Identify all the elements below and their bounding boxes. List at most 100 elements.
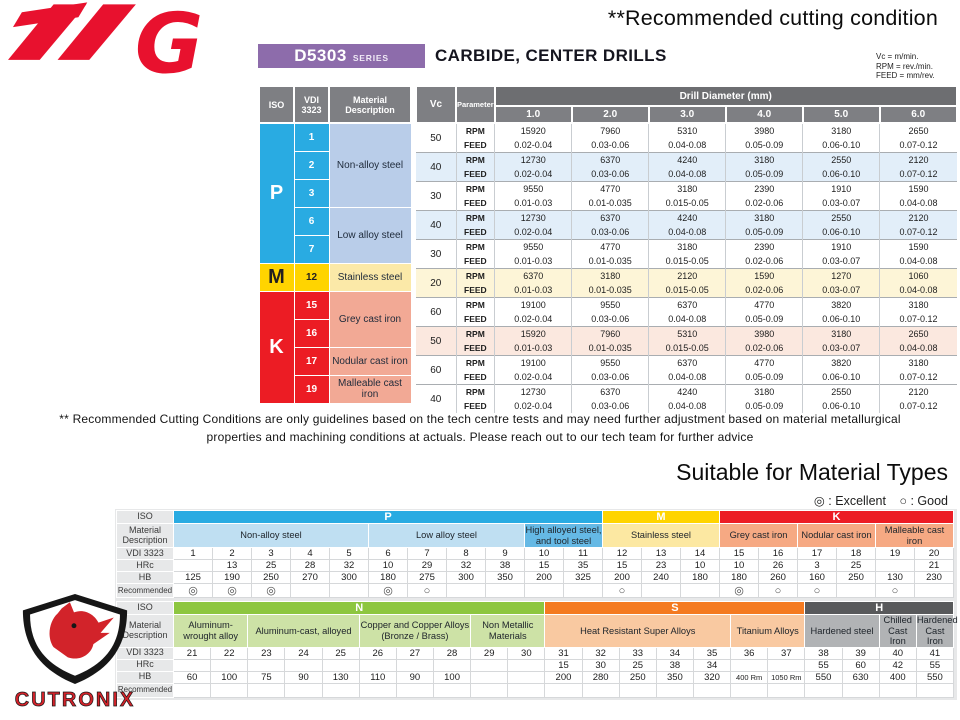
vdi-number: 23	[247, 646, 286, 660]
feed-value: 0.03-0.07	[802, 341, 880, 356]
iso-header: ISO	[258, 85, 295, 124]
vdi-number: 13	[641, 547, 681, 560]
vdi-cell: 15	[293, 290, 330, 320]
material-group: Grey cast iron	[719, 523, 798, 548]
hrc-value: 26	[758, 559, 798, 572]
hb-value: 180	[680, 571, 720, 584]
iso-group: H	[804, 601, 954, 615]
hb-value: 300	[446, 571, 486, 584]
feed-row: FEED 0.02-0.04 0.03-0.06 0.04-0.08 0.05-0.09…	[416, 312, 957, 327]
vdi-number: 15	[719, 547, 759, 560]
hrc-value	[210, 658, 249, 672]
recommended-mark	[655, 682, 694, 698]
material-group: Aluminum-wrought alloy	[172, 614, 249, 648]
vdi-number: 8	[446, 547, 486, 560]
vc-cell: 40	[416, 152, 456, 182]
yg-logo-mark: G	[8, 0, 203, 93]
recommended-mark	[329, 583, 369, 598]
feed-row: FEED 0.01-0.03 0.01-0.035 0.015-0.05 0.02-0.…	[416, 341, 957, 356]
vdi-number: 20	[914, 547, 954, 560]
series-badge: D5303 SERIES	[258, 44, 425, 68]
vdi-number: 35	[692, 646, 732, 660]
recommended-mark	[730, 682, 769, 698]
rpm-row: 60 RPM 19100 9550 6370 4770 3820 3180	[416, 297, 957, 327]
rpm-row: 50 RPM 15920 7960 5310 3980 3180 2650	[416, 122, 957, 153]
rpm-value: 4240	[648, 384, 726, 399]
vdi-number: 40	[878, 646, 917, 660]
hrc-value: 55	[915, 658, 955, 672]
material-cell: Nodular cast iron	[328, 346, 412, 376]
feed-value: 0.05-0.09	[725, 167, 803, 182]
left-table-row: P 1 Non-alloy steel	[258, 122, 412, 264]
rpm-value: 2650	[879, 122, 957, 138]
product-title: CARBIDE, CENTER DRILLS	[435, 46, 667, 65]
material-group: Low alloy steel	[368, 523, 525, 548]
rpm-row: 40 RPM 12730 6370 4240 3180 2550 2120	[416, 152, 957, 182]
diameter-size-header: 6.0	[878, 105, 958, 124]
rpm-value: 9550	[494, 181, 572, 196]
suitable-materials-title: Suitable for Material Types	[676, 459, 948, 485]
hrc-value-row: HRc 15 30 25 38 34 55 60 42 55	[116, 658, 955, 672]
recommended-mark: ◎	[368, 583, 408, 598]
recommended-mark: ◎	[173, 583, 213, 598]
rpm-value: 1590	[879, 181, 957, 196]
recommended-mark	[581, 682, 620, 698]
recommended-row: Recommended ◎ ◎ ◎ ◎ ○ ○ ◎ ○ ○ ○	[116, 583, 954, 598]
recommended-mark	[618, 682, 657, 698]
rpm-value: 4240	[648, 210, 726, 225]
recommended-mark: ◎	[212, 583, 252, 598]
hb-value: 350	[485, 571, 525, 584]
vdi-number: 17	[797, 547, 837, 560]
left-table-row: 6 Low alloy steel	[259, 206, 412, 264]
rpm-value: 2650	[879, 326, 957, 341]
hb-value: 260	[758, 571, 798, 584]
iso-group: N	[172, 601, 546, 615]
rpm-value: 3180	[879, 355, 957, 370]
feed-value: 0.06-0.10	[802, 167, 880, 182]
recommended-mark	[836, 583, 876, 598]
recommended-mark: ○	[758, 583, 798, 598]
vdi-number-row: VDI 3323 1 2 3 4 5 6 7 8 9 10 11 12 13 14 15 16 17 18 19 20	[116, 547, 954, 560]
feed-value: 0.03-0.06	[571, 138, 649, 153]
hrc-value: 25	[618, 658, 657, 672]
rpm-row: 30 RPM 9550 4770 3180 2390 1910 1590	[416, 181, 957, 211]
left-table-row: 16	[259, 318, 411, 348]
feed-value: 0.04-0.08	[648, 312, 726, 327]
hrc-value	[395, 658, 434, 672]
feed-value: 0.01-0.03	[494, 254, 572, 269]
material-header: Material Description	[328, 85, 412, 124]
vdi-number: 7	[407, 547, 447, 560]
vc-cell: 30	[416, 239, 456, 269]
rhino-icon	[49, 602, 114, 659]
hb-value: 90	[284, 670, 323, 684]
left-table-row: M 12 Stainless steel	[258, 262, 412, 292]
param-label-feed: FEED	[455, 138, 495, 153]
recommended-mark	[470, 682, 509, 698]
rpm-value: 2550	[802, 210, 880, 225]
rpm-value: 15920	[494, 122, 572, 138]
feed-row: FEED 0.01-0.03 0.01-0.035 0.015-0.05 0.02-0.…	[416, 196, 957, 211]
rpm-value: 2390	[725, 239, 803, 254]
disclaimer-line-1: ** Recommended Cutting Conditions are on…	[59, 412, 901, 426]
material-group: Stainless steel	[602, 523, 720, 548]
yg-logo: G	[8, 0, 236, 93]
hb-value	[507, 670, 546, 684]
vc-cell: 40	[416, 210, 456, 240]
left-table-row: 3	[259, 178, 411, 208]
vdi-cell: 1	[293, 122, 330, 152]
rpm-value: 12730	[494, 384, 572, 399]
hrc-value: 21	[914, 559, 954, 572]
hb-value: 300	[329, 571, 369, 584]
vdi-number: 39	[841, 646, 880, 660]
disclaimer-note: ** Recommended Cutting Conditions are on…	[0, 411, 960, 446]
iso-group: K	[719, 510, 954, 524]
material-group: Titanium Alloys	[730, 614, 806, 648]
rpm-value: 4770	[725, 297, 803, 312]
param-label-feed: FEED	[455, 167, 495, 182]
feed-value: 0.05-0.09	[725, 399, 803, 413]
parameter-header: Parameter	[455, 85, 496, 124]
left-table-row: 19 Malleable cast iron	[259, 374, 412, 404]
vc-cell: 20	[416, 268, 456, 298]
row-label: HRc	[116, 658, 174, 672]
row-label-iso: ISO	[116, 601, 174, 615]
